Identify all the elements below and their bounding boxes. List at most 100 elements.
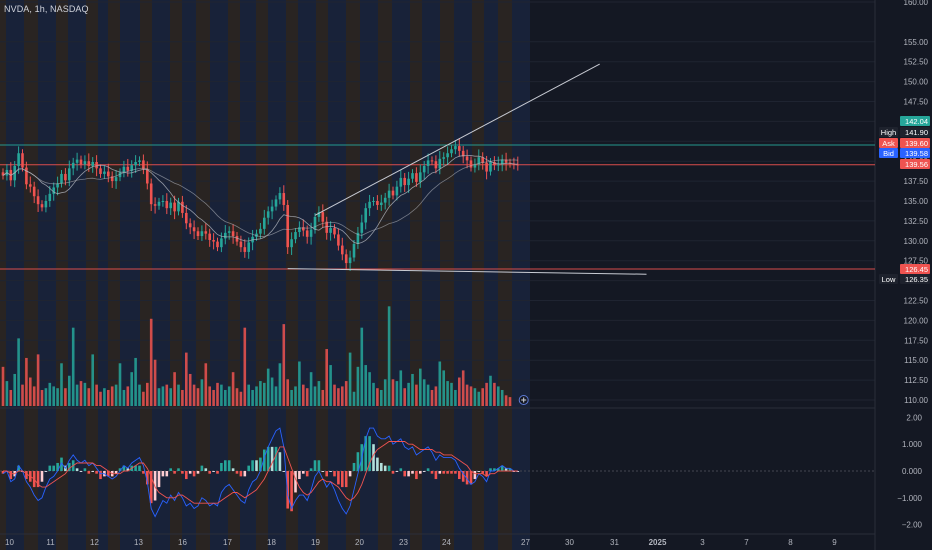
volume-bar xyxy=(224,389,227,406)
candle-body xyxy=(446,153,449,158)
volume-bar xyxy=(149,318,153,406)
volume-bar xyxy=(52,386,55,406)
candle-body xyxy=(461,150,465,157)
volume-bar xyxy=(138,384,141,406)
x-tick-label: 16 xyxy=(178,538,187,547)
macd-histogram-bar xyxy=(469,471,473,485)
volume-bar xyxy=(493,382,496,406)
macd-histogram-bar xyxy=(516,471,520,472)
candle-body xyxy=(36,196,40,205)
candle-body xyxy=(469,160,473,168)
price-tick-label: 135.00 xyxy=(904,197,929,206)
macd-histogram-bar xyxy=(192,471,196,477)
candle-body xyxy=(337,234,340,246)
candle-body xyxy=(313,216,317,230)
macd-histogram-bar xyxy=(208,471,211,474)
session-band xyxy=(298,0,316,550)
volume-bar xyxy=(360,327,364,406)
x-tick-label: 7 xyxy=(744,538,749,547)
price-tick-label: 160.00 xyxy=(904,0,929,7)
volume-bar xyxy=(442,370,445,406)
session-band xyxy=(360,0,378,550)
candle-body xyxy=(333,228,336,235)
macd-histogram-bar xyxy=(259,457,262,471)
macd-histogram-bar xyxy=(465,471,469,485)
candle-body xyxy=(325,221,328,233)
price-tick-label: 115.00 xyxy=(904,356,928,365)
macd-histogram-bar xyxy=(356,452,360,471)
volume-bar xyxy=(91,354,94,406)
macd-histogram-bar xyxy=(403,471,406,477)
candle-body xyxy=(95,161,98,169)
volume-bar xyxy=(465,384,469,406)
volume-bar xyxy=(259,381,262,406)
macd-histogram-bar xyxy=(142,471,145,474)
macd-histogram-bar xyxy=(317,460,321,471)
volume-bar xyxy=(56,388,59,406)
candle-body xyxy=(52,187,55,194)
macd-histogram-bar xyxy=(504,468,508,471)
volume-bar xyxy=(29,377,32,406)
candle-body xyxy=(208,233,211,241)
candle-body xyxy=(91,161,94,166)
volume-bar xyxy=(415,384,418,406)
macd-histogram-bar xyxy=(196,471,200,474)
volume-bar xyxy=(146,382,149,406)
volume-bar xyxy=(235,388,239,406)
candle-body xyxy=(130,165,133,171)
volume-bar xyxy=(17,338,20,406)
volume-bar xyxy=(247,384,250,406)
volume-bar xyxy=(161,386,165,406)
macd-histogram-bar xyxy=(508,468,512,471)
candle-body xyxy=(450,149,453,154)
volume-bar xyxy=(352,391,356,406)
candle-body xyxy=(430,160,434,162)
candle-body xyxy=(286,204,289,248)
candle-body xyxy=(282,193,286,205)
volume-bar xyxy=(376,388,379,406)
macd-histogram-bar xyxy=(376,457,379,471)
macd-histogram-bar xyxy=(380,462,383,471)
candle-body xyxy=(458,146,461,151)
macd-histogram-bar xyxy=(442,471,445,474)
macd-histogram-bar xyxy=(235,471,239,474)
candle-body xyxy=(438,158,442,169)
candle-body xyxy=(278,193,282,200)
session-band xyxy=(484,0,498,550)
volume-bar xyxy=(75,384,79,406)
candle-body xyxy=(380,202,383,205)
volume-bar xyxy=(395,381,399,406)
volume-bar xyxy=(44,388,48,406)
candle-body xyxy=(426,160,430,166)
volume-bar xyxy=(153,359,157,406)
x-tick-label: 31 xyxy=(610,538,619,547)
candle-body xyxy=(235,236,239,242)
macd-histogram-bar xyxy=(40,471,44,482)
price-tag-value: 139.56 xyxy=(905,160,928,169)
macd-histogram-bar xyxy=(348,471,352,477)
session-band xyxy=(454,0,472,550)
volume-bar xyxy=(356,366,360,406)
price-tag-bg xyxy=(900,138,930,148)
macd-histogram-bar xyxy=(173,471,176,474)
price-tick-label: 130.00 xyxy=(904,237,929,246)
price-tag-value: 126.35 xyxy=(905,275,928,284)
volume-bar xyxy=(497,386,500,406)
price-tick-label: 117.50 xyxy=(904,336,928,345)
session-band xyxy=(24,0,38,550)
volume-bar xyxy=(266,368,270,406)
candle-body xyxy=(493,161,496,166)
macd-histogram-bar xyxy=(500,465,504,471)
macd-histogram-bar xyxy=(352,462,356,471)
candle-body xyxy=(134,161,137,166)
candle-body xyxy=(204,231,208,234)
volume-bar xyxy=(461,370,465,406)
macd-histogram-bar xyxy=(239,471,243,477)
candle-body xyxy=(504,159,508,163)
macd-tick-label: 1.000 xyxy=(902,440,923,449)
session-band xyxy=(182,0,196,550)
candle-body xyxy=(341,245,344,255)
macd-histogram-bar xyxy=(329,471,332,472)
session-band xyxy=(98,0,108,550)
